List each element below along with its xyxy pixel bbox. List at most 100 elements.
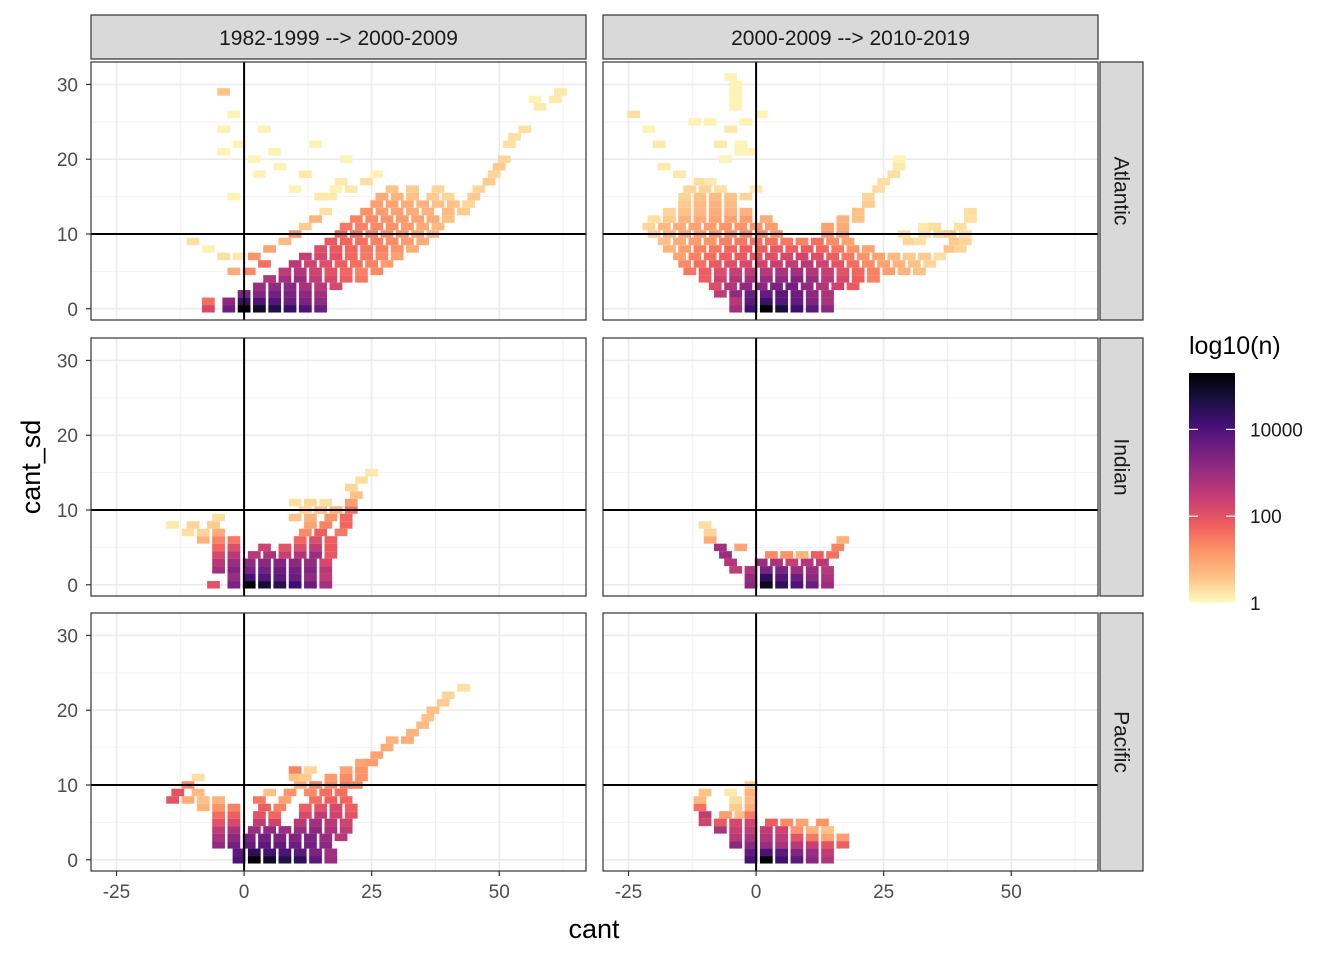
heatmap-tile: [657, 237, 671, 246]
heatmap-tile: [805, 573, 819, 582]
y-tick-label: 30: [57, 75, 78, 96]
heatmap-tile: [708, 282, 722, 291]
heatmap-tile: [734, 140, 748, 148]
heatmap-tile: [800, 260, 814, 268]
heatmap-tile: [416, 721, 430, 729]
heatmap-tile: [487, 170, 501, 178]
heatmap-tile: [729, 833, 743, 842]
heatmap-tile: [805, 290, 819, 298]
heatmap-tile: [298, 305, 312, 313]
heatmap-tile: [780, 551, 794, 559]
heatmap-tile: [339, 766, 353, 774]
heatmap-tile: [201, 245, 215, 253]
heatmap-tile: [406, 207, 419, 216]
heatmap-tile: [775, 267, 788, 276]
heatmap-tile: [780, 237, 794, 246]
heatmap-tile: [739, 215, 753, 223]
panel-pacific-2: -25 0 25 50: [602, 612, 1099, 903]
heatmap-tile: [304, 521, 317, 529]
heatmap-tile: [759, 841, 773, 849]
heatmap-tile: [288, 766, 302, 774]
heatmap-tile: [805, 856, 819, 864]
heatmap-tile: [324, 275, 338, 283]
heatmap-tile: [795, 252, 809, 261]
heatmap-tile: [314, 803, 328, 812]
heatmap-tile: [918, 222, 931, 231]
heatmap-tile: [867, 275, 880, 283]
heatmap-tile: [288, 581, 302, 589]
heatmap-tile: [329, 252, 343, 261]
heatmap-tile: [657, 222, 671, 231]
x-tick-label: 25: [361, 882, 382, 903]
heatmap-tile: [222, 297, 236, 306]
heatmap-tile: [344, 803, 358, 812]
heatmap-tile: [426, 192, 440, 201]
row-strip: [1099, 337, 1144, 597]
panel-background: [603, 613, 1098, 871]
heatmap-tile: [242, 267, 256, 276]
heatmap-tile: [528, 95, 542, 104]
heatmap-tile: [242, 581, 256, 589]
heatmap-tile: [790, 833, 804, 842]
heatmap-tile: [744, 826, 758, 834]
heatmap-tile: [729, 305, 743, 313]
heatmap-tile: [713, 818, 727, 827]
heatmap-tile: [232, 848, 246, 857]
heatmap-tile: [293, 267, 307, 276]
heatmap-tile: [324, 536, 338, 544]
heatmap-tile: [790, 856, 804, 864]
heatmap-tile: [729, 818, 743, 827]
heatmap-tile: [795, 818, 809, 827]
heatmap-tile: [370, 267, 384, 276]
heatmap-tile: [816, 282, 829, 291]
heatmap-tile: [724, 260, 737, 268]
heatmap-tile: [958, 237, 972, 246]
heatmap-tile: [253, 297, 266, 306]
heatmap-tile: [861, 192, 875, 201]
heatmap-tile: [780, 818, 794, 827]
heatmap-tile: [212, 796, 225, 804]
heatmap-tile: [298, 811, 312, 819]
heatmap-tile: [258, 566, 271, 574]
heatmap-tile: [759, 833, 773, 842]
heatmap-tile: [703, 237, 717, 246]
heatmap-tile: [324, 826, 338, 834]
heatmap-tile: [826, 237, 840, 246]
heatmap-tile: [370, 170, 384, 178]
heatmap-tile: [816, 260, 829, 268]
heatmap-tile: [688, 252, 702, 261]
heatmap-tile: [288, 260, 302, 268]
heatmap-tile: [739, 245, 753, 253]
heatmap-tile: [790, 275, 804, 283]
heatmap-tile: [800, 558, 814, 567]
heatmap-tile: [309, 551, 322, 559]
heatmap-tile: [380, 743, 394, 752]
heatmap-tile: [227, 558, 241, 567]
heatmap-tile: [329, 245, 343, 253]
heatmap-tile: [375, 207, 389, 216]
heatmap-tile: [647, 215, 661, 223]
heatmap-tile: [708, 200, 722, 208]
heatmap-tile: [739, 118, 753, 126]
heatmap-tile: [263, 275, 276, 283]
heatmap-tile: [719, 237, 732, 246]
heatmap-tile: [319, 581, 333, 589]
heatmap-tile: [212, 551, 225, 559]
heatmap-tile: [867, 267, 880, 276]
heatmap-tile: [713, 267, 727, 276]
panel-border: [602, 61, 1099, 321]
heatmap-tile: [642, 222, 656, 231]
heatmap-tile: [314, 282, 328, 291]
heatmap-tile: [278, 551, 292, 559]
heatmap-tile: [268, 290, 282, 298]
heatmap-tile: [739, 282, 753, 291]
heatmap-tile: [390, 207, 404, 216]
heatmap-tile: [298, 290, 312, 298]
heatmap-tile: [708, 192, 722, 201]
heatmap-tile: [627, 110, 640, 119]
heatmap-tile: [232, 856, 246, 864]
heatmap-tile: [268, 148, 282, 156]
heatmap-tile: [339, 155, 353, 163]
heatmap-tile: [314, 305, 328, 313]
heatmap-tile: [304, 513, 317, 522]
